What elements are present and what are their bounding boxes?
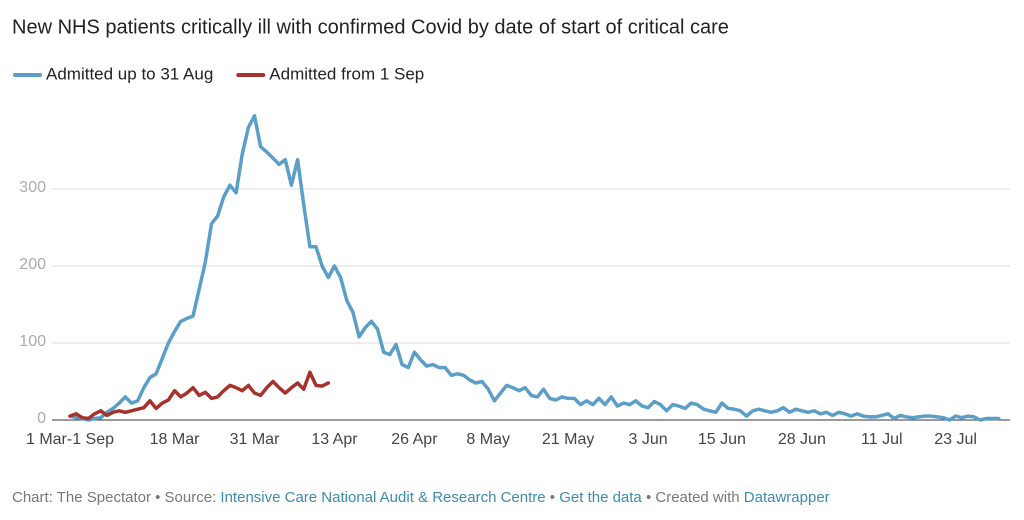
footer-prefix: Chart: The Spectator • Source: bbox=[12, 489, 217, 506]
chart: New NHS patients critically ill with con… bbox=[12, 16, 1010, 448]
separator: • bbox=[549, 489, 556, 506]
x-tick-label: 13 Apr bbox=[311, 431, 358, 448]
y-tick-label: 100 bbox=[19, 333, 46, 350]
x-tick-label: 11 Jul bbox=[861, 431, 903, 448]
tool-link[interactable]: Datawrapper bbox=[743, 489, 830, 506]
source-link[interactable]: Intensive Care National Audit & Research… bbox=[220, 489, 546, 506]
x-tick-label: 28 Jun bbox=[778, 431, 826, 448]
series-line bbox=[68, 114, 1001, 422]
x-tick-label: 23 Jul bbox=[934, 431, 977, 448]
y-tick-label: 300 bbox=[19, 179, 46, 196]
x-tick-label: 26 Apr bbox=[391, 431, 438, 448]
y-tick-label: 200 bbox=[19, 256, 46, 273]
legend: Admitted up to 31 Aug Admitted from 1 Sep bbox=[13, 64, 424, 83]
x-tick-label: 21 May bbox=[542, 431, 594, 448]
x-tick-label: 8 May bbox=[466, 431, 510, 448]
data-link[interactable]: Get the data bbox=[559, 489, 642, 506]
legend-label: Admitted from 1 Sep bbox=[269, 64, 424, 83]
x-tick-label: 1 Mar-1 Sep bbox=[26, 431, 114, 448]
y-tick-label: 0 bbox=[37, 410, 46, 427]
x-tick-label: 15 Jun bbox=[698, 431, 746, 448]
x-tick-label: 3 Jun bbox=[629, 431, 668, 448]
footer: Chart: The Spectator • Source: Intensive… bbox=[12, 489, 830, 506]
series-line bbox=[68, 370, 331, 421]
separator: • bbox=[645, 489, 652, 506]
x-tick-label: 18 Mar bbox=[150, 431, 200, 448]
x-tick-label: 31 Mar bbox=[230, 431, 280, 448]
legend-label: Admitted up to 31 Aug bbox=[46, 64, 213, 83]
credit: Created with bbox=[655, 489, 740, 506]
chart-title: New NHS patients critically ill with con… bbox=[12, 16, 729, 38]
